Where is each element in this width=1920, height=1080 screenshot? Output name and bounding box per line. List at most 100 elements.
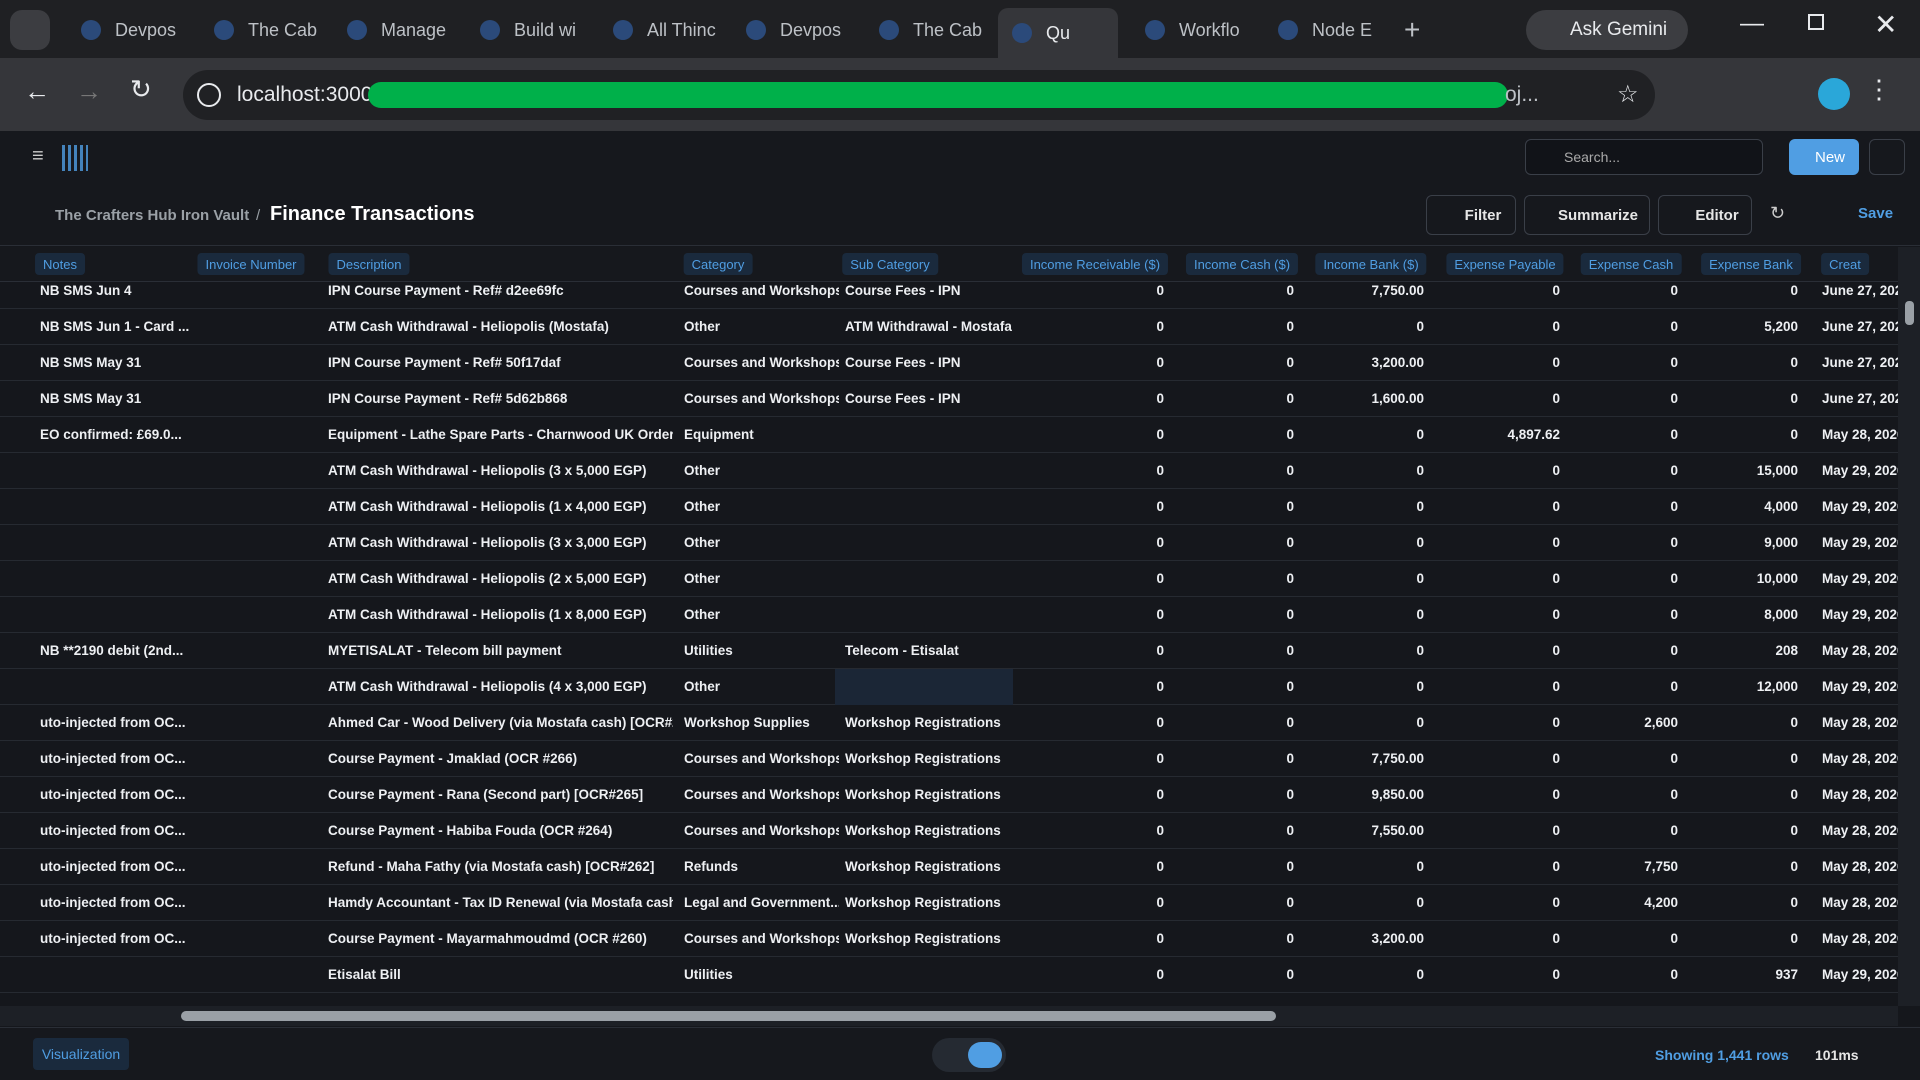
column-header[interactable]: Income Bank ($) — [1315, 253, 1427, 275]
table-cell[interactable]: 0 — [1286, 319, 1294, 334]
table-cell[interactable]: uto-injected from OC... — [40, 859, 186, 874]
bookmark[interactable]: ☆ — [1617, 81, 1639, 108]
table-cell[interactable]: Courses and Workshops — [684, 391, 839, 406]
table-cell[interactable] — [207, 705, 317, 741]
table-cell[interactable]: 0 — [1156, 895, 1164, 910]
table-cell[interactable]: 0 — [1670, 463, 1678, 478]
table-cell[interactable]: Courses and Workshops — [684, 823, 839, 838]
table-cell[interactable] — [207, 921, 317, 957]
table-cell[interactable]: uto-injected from OC... — [40, 751, 186, 766]
table-cell[interactable]: 10,000 — [1756, 571, 1798, 586]
table-cell[interactable]: Utilities — [684, 967, 733, 982]
sidebar-toggle[interactable]: ≡ — [32, 145, 44, 167]
table-cell[interactable]: Course Payment - Mayarmahmoudmd (OCR #26… — [328, 931, 647, 946]
table-cell[interactable]: 8,000 — [1764, 607, 1798, 622]
table-cell[interactable]: uto-injected from OC... — [40, 715, 186, 730]
column-header[interactable]: Expense Cash — [1580, 253, 1682, 275]
table-cell[interactable]: Workshop Registrations — [845, 715, 1001, 730]
tab[interactable]: All Thinc — [599, 8, 727, 52]
table-cell[interactable]: 0 — [1286, 355, 1294, 370]
table-cell[interactable]: 0 — [1790, 823, 1798, 838]
tab[interactable]: Manage — [333, 8, 461, 52]
view-toggle[interactable] — [932, 1038, 1006, 1072]
table-cell[interactable]: ATM Cash Withdrawal - Heliopolis (Mostaf… — [328, 319, 609, 334]
table-cell[interactable]: 0 — [1552, 931, 1560, 946]
gemini-button[interactable]: Ask Gemini — [1526, 10, 1688, 50]
table-cell[interactable] — [845, 453, 1015, 489]
table-cell[interactable]: 0 — [1286, 751, 1294, 766]
table-cell[interactable] — [40, 453, 190, 489]
table-cell[interactable]: Workshop Supplies — [684, 715, 810, 730]
table-cell[interactable]: Other — [684, 319, 721, 334]
table-cell[interactable]: Refunds — [684, 859, 738, 874]
table-cell[interactable]: May 29, 2026 — [1822, 463, 1898, 478]
table-cell[interactable]: 0 — [1416, 535, 1424, 550]
tab[interactable]: Build wi — [466, 8, 594, 52]
table-cell[interactable]: 0 — [1670, 643, 1678, 658]
table-cell[interactable]: Course Payment - Habiba Fouda (OCR #264) — [328, 823, 613, 838]
table-cell[interactable]: 0 — [1416, 679, 1424, 694]
table-cell[interactable]: ATM Cash Withdrawal - Heliopolis (3 x 3,… — [328, 535, 647, 550]
site-info[interactable] — [197, 83, 221, 107]
table-cell[interactable]: NB **2190 debit (2nd... — [40, 643, 184, 658]
table-cell[interactable]: May 28, 2026 — [1822, 643, 1898, 658]
table-cell[interactable]: ATM Cash Withdrawal - Heliopolis (2 x 5,… — [328, 571, 647, 586]
table-cell[interactable]: 0 — [1416, 463, 1424, 478]
table-cell[interactable]: May 28, 2026 — [1822, 823, 1898, 838]
table-cell[interactable]: 0 — [1286, 571, 1294, 586]
table-cell[interactable]: 0 — [1552, 823, 1560, 838]
new-tab[interactable]: + — [1404, 14, 1421, 45]
table-cell[interactable] — [207, 813, 317, 849]
table-cell[interactable]: 0 — [1790, 895, 1798, 910]
table-cell[interactable]: Workshop Registrations — [845, 895, 1001, 910]
table-cell[interactable]: 0 — [1156, 499, 1164, 514]
table-cell[interactable]: uto-injected from OC... — [40, 895, 186, 910]
table-cell[interactable]: June 27, 2026 — [1822, 355, 1898, 370]
table-cell[interactable]: Other — [684, 535, 721, 550]
table-cell[interactable]: Utilities — [684, 643, 733, 658]
table-cell[interactable]: 0 — [1416, 715, 1424, 730]
tab[interactable]: The Cab — [200, 8, 328, 52]
table-cell[interactable] — [845, 597, 1015, 633]
table-cell[interactable] — [207, 417, 317, 453]
table-cell[interactable]: 0 — [1552, 607, 1560, 622]
table-cell[interactable]: 0 — [1156, 751, 1164, 766]
table-cell[interactable]: 0 — [1670, 607, 1678, 622]
table-cell[interactable]: 0 — [1156, 967, 1164, 982]
table-cell[interactable]: uto-injected from OC... — [40, 931, 186, 946]
table-cell[interactable]: Courses and Workshops — [684, 355, 839, 370]
table-cell[interactable]: 0 — [1286, 427, 1294, 442]
table-cell[interactable]: Equipment - Lathe Spare Parts - Charnwoo… — [328, 427, 673, 442]
table-cell[interactable]: EO confirmed: £69.0... — [40, 427, 182, 442]
table-cell[interactable]: IPN Course Payment - Ref# 5d62b868 — [328, 391, 568, 406]
table-cell[interactable]: Other — [684, 679, 721, 694]
table-cell[interactable]: 0 — [1790, 355, 1798, 370]
table-cell[interactable]: 0 — [1790, 931, 1798, 946]
table-cell[interactable] — [207, 669, 317, 705]
table-cell[interactable] — [207, 453, 317, 489]
column-header[interactable]: Sub Category — [842, 253, 938, 275]
table-cell[interactable]: Course Payment - Rana (Second part) [OCR… — [328, 787, 644, 802]
table-cell[interactable]: 7,750.00 — [1371, 751, 1424, 766]
table-cell[interactable]: 0 — [1790, 715, 1798, 730]
table-cell[interactable]: 0 — [1156, 427, 1164, 442]
table-cell[interactable]: 0 — [1286, 643, 1294, 658]
address-bar[interactable]: localhost:3000 oj... ☆ — [183, 70, 1655, 120]
table-cell[interactable] — [207, 525, 317, 561]
table-cell[interactable]: Etisalat Bill — [328, 967, 401, 982]
table-cell[interactable]: 0 — [1156, 859, 1164, 874]
table-cell[interactable]: 0 — [1286, 787, 1294, 802]
table-cell[interactable]: Courses and Workshops — [684, 787, 839, 802]
table-cell[interactable]: 0 — [1156, 679, 1164, 694]
table-cell[interactable]: Legal and Government... — [684, 895, 839, 910]
vertical-scrollbar[interactable] — [1898, 247, 1920, 1006]
breadcrumb-collection[interactable]: The Crafters Hub Iron Vault — [55, 207, 250, 224]
table-cell[interactable]: May 29, 2026 — [1822, 535, 1898, 550]
table-cell[interactable]: Course Fees - IPN — [845, 355, 961, 370]
table-cell[interactable]: May 28, 2026 — [1822, 787, 1898, 802]
editor-button[interactable]: Editor — [1658, 195, 1752, 235]
table-cell[interactable]: ATM Cash Withdrawal - Heliopolis (1 x 8,… — [328, 607, 647, 622]
table-cell[interactable]: 0 — [1552, 283, 1560, 298]
table-cell[interactable]: 0 — [1552, 571, 1560, 586]
table-cell[interactable]: 0 — [1416, 427, 1424, 442]
